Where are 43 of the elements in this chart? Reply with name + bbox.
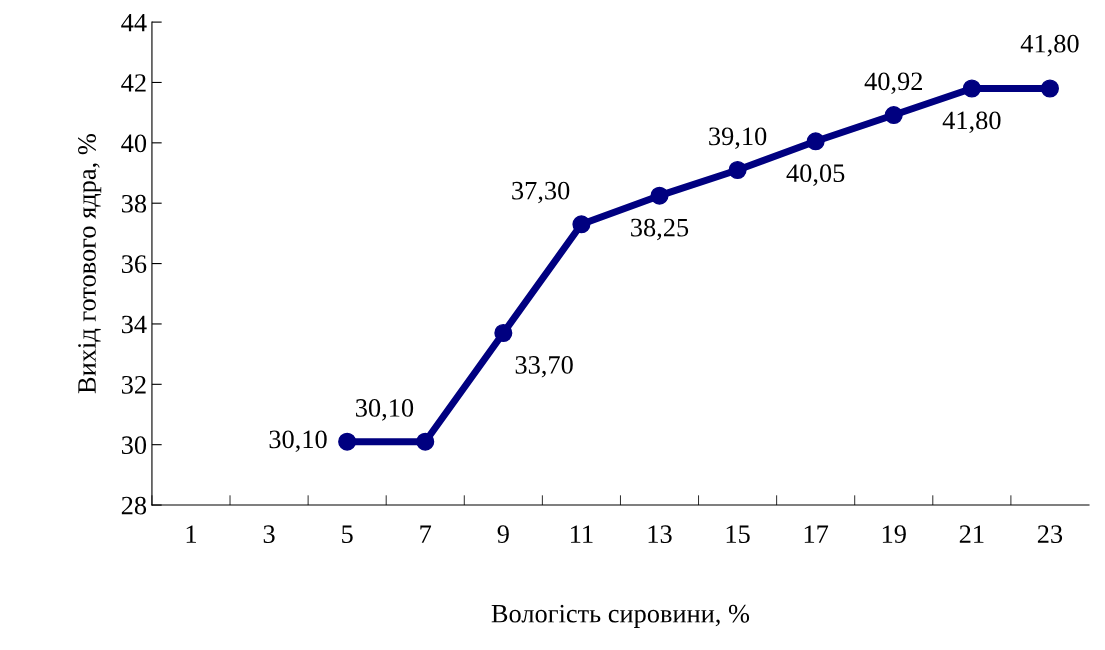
x-tick-label: 15: [726, 525, 750, 544]
x-tick-label: 11: [571, 525, 593, 543]
data-label: 40,92: [864, 72, 922, 95]
y-tick-label: 32: [121, 375, 146, 394]
point: [1040, 79, 1059, 98]
data-label: 41,80: [942, 111, 1001, 134]
point: [338, 432, 357, 451]
point: [494, 323, 513, 343]
point: [806, 132, 825, 151]
point: [962, 79, 981, 98]
x-tick-label: 5: [342, 525, 353, 544]
x-tick-label: 19: [882, 525, 906, 544]
y-tick-label: 28: [121, 496, 147, 515]
data-label: 30,10: [356, 399, 414, 421]
y-tick-label: 44: [121, 13, 147, 32]
y-tick-label: 36: [121, 255, 147, 273]
data-label: 30,10: [269, 430, 327, 453]
y-tick-label: 38: [121, 194, 147, 213]
x-axis-title: Вологість сировини, %: [491, 604, 750, 628]
x-tick-label: 21: [959, 525, 984, 543]
data-label: 39,10: [709, 127, 767, 149]
point: [416, 432, 435, 451]
y-tick-label: 40: [121, 134, 147, 153]
point: [884, 106, 903, 125]
x-tick-label: 13: [648, 525, 672, 544]
x-tick-label: 1: [186, 525, 196, 543]
y-tick-label: 34: [121, 315, 147, 334]
point: [572, 215, 591, 234]
point: [728, 160, 747, 180]
x-tick-label: 9: [497, 525, 509, 544]
x-tick-label: 17: [804, 525, 829, 543]
y-axis-title: Вихід готового ядра, %: [78, 134, 102, 394]
y-tick-label: 30: [121, 436, 147, 455]
data-label: 37,30: [512, 181, 570, 204]
x-tick-label: 7: [420, 525, 432, 543]
data-label: 38,25: [631, 218, 689, 241]
data-label: 41,80: [1020, 34, 1079, 57]
x-tick-label: 23: [1037, 525, 1063, 544]
data-label: 33,70: [515, 355, 573, 378]
x-tick-label: 3: [263, 525, 275, 544]
y-tick-label: 42: [121, 74, 146, 92]
data-label: 40,05: [786, 164, 845, 186]
point: [650, 186, 669, 205]
